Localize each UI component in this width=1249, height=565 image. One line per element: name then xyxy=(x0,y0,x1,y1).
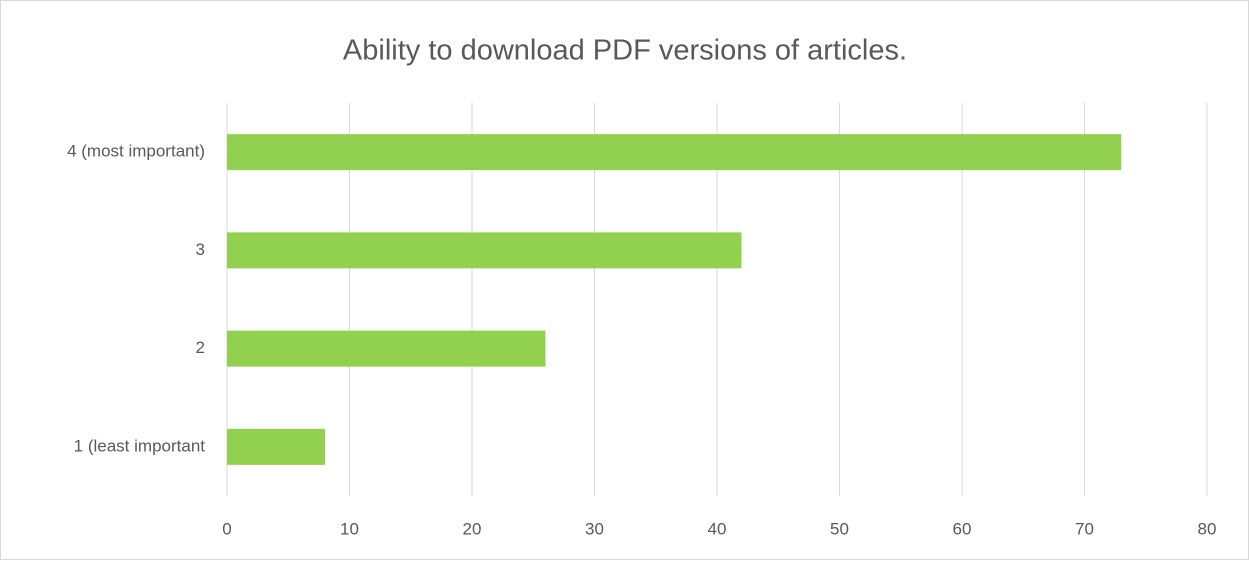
x-tick-label: 60 xyxy=(953,519,972,538)
x-tick-label: 50 xyxy=(830,519,849,538)
x-tick-label: 10 xyxy=(340,519,359,538)
y-tick-label: 1 (least important xyxy=(74,436,206,455)
x-tick-label: 40 xyxy=(708,519,727,538)
x-tick-label: 70 xyxy=(1075,519,1094,538)
y-tick-label: 4 (most important) xyxy=(67,142,205,161)
x-tick-label: 20 xyxy=(463,519,482,538)
chart-title: Ability to download PDF versions of arti… xyxy=(343,35,907,67)
bar xyxy=(227,134,1122,171)
y-tick-label: 3 xyxy=(196,240,205,259)
x-tick-label: 0 xyxy=(222,519,231,538)
bar xyxy=(227,428,325,465)
x-tick-label: 30 xyxy=(585,519,604,538)
x-tick-label: 80 xyxy=(1198,519,1217,538)
bar xyxy=(227,330,546,367)
y-tick-label: 2 xyxy=(196,338,205,357)
bar xyxy=(227,232,742,269)
